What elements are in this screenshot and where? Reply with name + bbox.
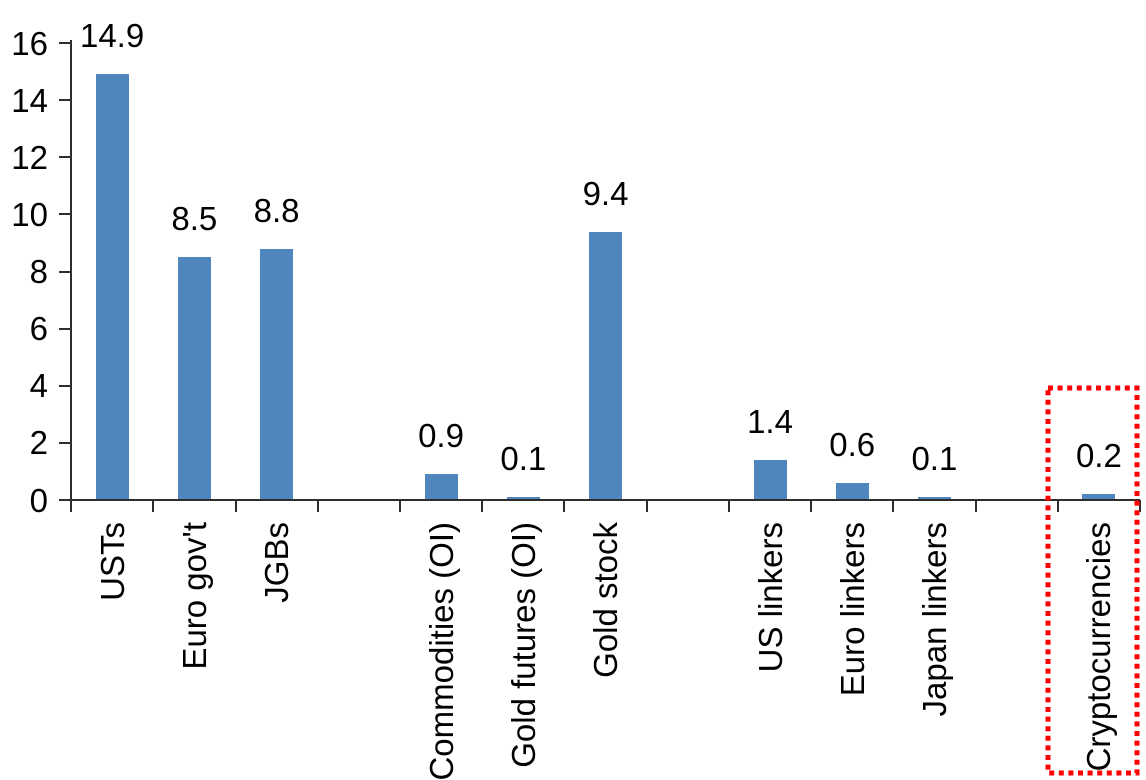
x-axis-tick [727,500,730,512]
x-axis-tick [563,500,566,512]
bar-commodities-oi [424,474,458,500]
y-tick-label: 16 [11,24,48,62]
y-tick-label: 10 [11,195,48,233]
bar-usts [95,74,129,500]
category-label: Gold futures (OI) [504,522,542,768]
y-axis-tick [59,270,71,273]
category-label: Euro gov't [175,522,213,670]
category-label: Gold stock [587,522,624,678]
bar-japan-linkers [917,497,951,500]
bar-euro-gov-t [177,257,211,500]
category-label: Euro linkers [833,522,871,697]
y-axis-tick [59,99,71,102]
bar-value-label: 0.6 [829,425,876,463]
category-label: Commodities (OI) [422,522,460,780]
x-axis-tick [810,500,813,512]
x-axis-tick [481,500,484,512]
bar-jgbs [260,248,294,500]
bar-value-label: 0.9 [418,417,464,455]
y-axis-tick [59,156,71,159]
bar-gold-futures-oi [506,497,540,500]
y-tick-label: 6 [29,310,48,348]
bar-value-label: 8.8 [253,191,300,229]
x-axis-line [70,499,1140,501]
y-tick-label: 14 [11,81,48,119]
y-tick-label: 0 [29,481,48,519]
y-axis-tick [59,499,71,501]
bar-value-label: 9.4 [582,174,629,212]
x-axis-tick [152,500,155,512]
x-axis-tick [974,500,977,512]
x-axis-tick [234,500,237,512]
bar-cryptocurrencies [1082,494,1116,500]
bar-value-label: 0.1 [911,440,958,478]
y-axis-tick [59,42,71,44]
bar-euro-linkers [835,482,869,500]
y-tick-label: 12 [11,138,48,176]
y-axis-tick [59,327,71,330]
bar-us-linkers [753,460,787,500]
bar-value-label: 14.9 [79,17,145,55]
x-axis-tick [1139,500,1141,512]
y-axis-tick [59,384,71,387]
category-label: JGBs [258,522,296,603]
highlight-box [1045,385,1140,776]
x-axis-tick [398,500,401,512]
bar-value-label: 0.1 [500,440,547,478]
bar-gold-stock [589,231,622,500]
category-label: USTs [93,522,131,601]
y-axis-line [70,40,72,512]
bar-value-label: 1.4 [747,403,793,440]
y-axis-tick [59,213,71,216]
x-axis-tick [645,500,648,512]
bar-value-label: 8.5 [171,200,218,238]
y-tick-label: 2 [29,424,48,462]
category-label: Japan linkers [915,522,953,717]
x-axis-tick [892,500,895,512]
x-axis-tick [316,500,319,512]
x-axis-tick [1056,500,1059,512]
category-label: US linkers [751,522,789,673]
y-axis-tick [59,441,71,444]
y-tick-label: 4 [29,367,48,405]
bar-value-label: 0.2 [1075,437,1122,475]
y-tick-label: 8 [29,253,48,290]
